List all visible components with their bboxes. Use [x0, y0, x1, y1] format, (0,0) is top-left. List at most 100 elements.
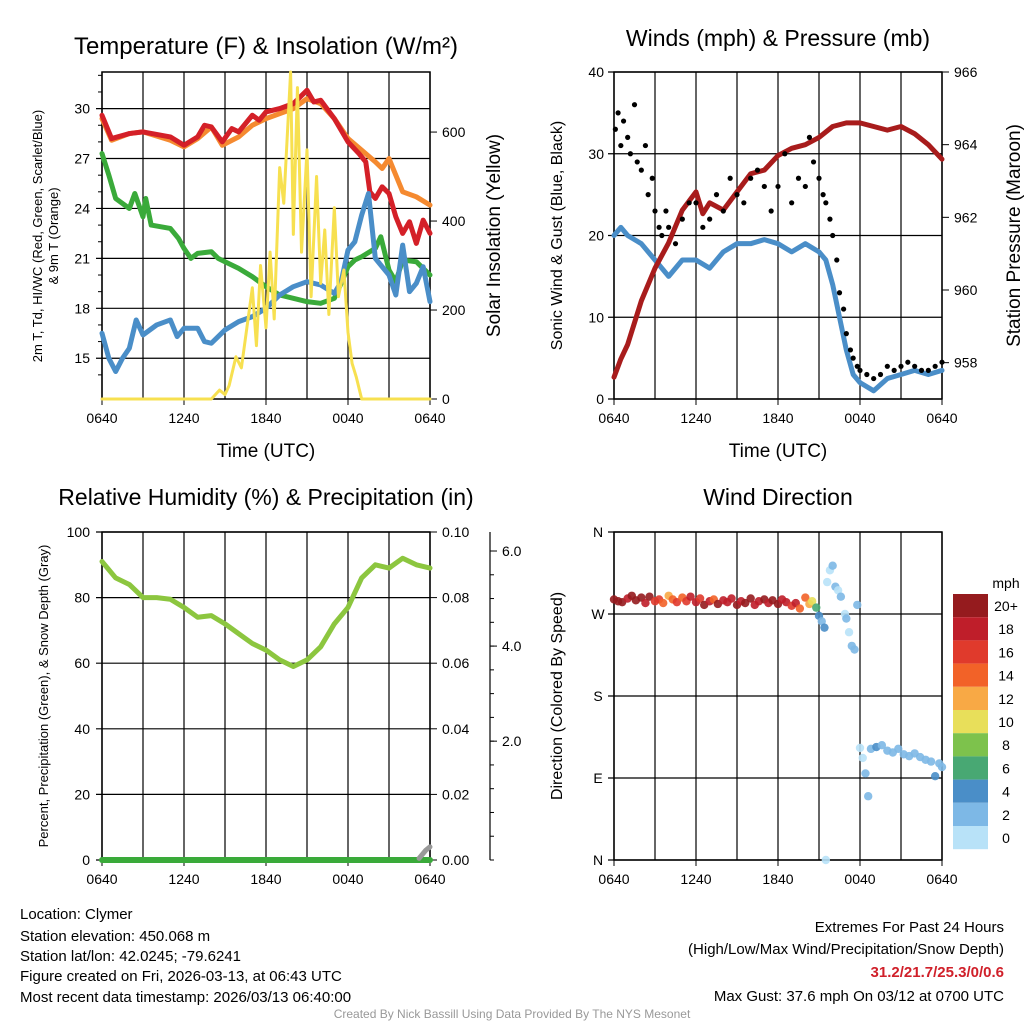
colorbar-swatch: [953, 802, 988, 826]
x-tick-label: 0640: [926, 410, 957, 426]
colorbar-label: 2: [1002, 807, 1010, 823]
gust-point: [615, 110, 621, 116]
y-tick-label: 60: [74, 655, 90, 671]
series-relative-humidity: [99, 555, 433, 669]
gust-point: [932, 363, 938, 369]
wind-direction-point: [833, 586, 843, 595]
chart-title: Winds (mph) & Pressure (mb): [626, 25, 930, 51]
series-sonic-wind: [611, 224, 945, 394]
y-tick-label: 30: [74, 101, 90, 117]
y2-tick-label: 960: [954, 282, 978, 298]
colorbar-swatch: [953, 640, 988, 664]
gust-point: [768, 208, 774, 214]
wind-direction-point: [820, 623, 829, 632]
gust-point: [720, 208, 726, 214]
gust-point: [871, 375, 877, 382]
x-axis-label: Time (UTC): [217, 441, 316, 462]
gust-point: [656, 224, 662, 230]
y2-tick-label: 0: [442, 391, 450, 407]
y-tick-label: N: [593, 852, 603, 868]
wind-direction-point: [795, 604, 805, 613]
wind-direction-point: [926, 757, 936, 766]
credit-label: Created By Nick Bassill Using Data Provi…: [333, 1007, 691, 1021]
x-axis-label: Time (UTC): [729, 441, 828, 462]
gust-point: [834, 257, 840, 263]
chart-title: Relative Humidity (%) & Precipitation (i…: [58, 484, 473, 510]
colorbar-swatch: [953, 756, 988, 780]
colorbar-label: 20+: [994, 598, 1018, 614]
gust-point: [707, 216, 713, 222]
wind-direction-point: [853, 600, 862, 610]
x-tick-label: 0040: [332, 871, 363, 887]
gust-point: [775, 183, 781, 190]
gust-point: [754, 167, 761, 173]
gust-point: [652, 208, 658, 214]
x-tick-label: 1840: [250, 871, 281, 887]
wind-direction-point: [864, 792, 873, 801]
y2-tick-label: 200: [442, 302, 466, 318]
y2-tick-label: 0.04: [442, 721, 469, 737]
colorbar-swatch: [953, 826, 988, 850]
gust-point: [843, 331, 849, 337]
colorbar-swatch: [953, 710, 988, 734]
latlon-label: Station lat/lon: 42.0245; -79.6241: [20, 948, 242, 965]
x-tick-label: 0640: [86, 410, 117, 426]
gust-point: [925, 367, 931, 373]
colorbar-swatch: [953, 779, 988, 803]
series-9m-t: [99, 96, 433, 208]
y2-tick-label: 0.06: [442, 655, 469, 671]
y-axis-label: Percent, Precipitation (Green), & Snow D…: [36, 545, 51, 848]
gust-point: [850, 355, 856, 361]
wind-direction-point: [937, 762, 947, 772]
colorbar-label: 16: [998, 644, 1014, 660]
gust-point: [679, 216, 685, 222]
x-tick-label: 1240: [680, 871, 711, 887]
wind-direction-point: [844, 628, 854, 637]
gust-point: [912, 363, 918, 369]
y-axis-label: Direction (Colored By Speed): [549, 592, 566, 800]
x-tick-label: 0640: [598, 410, 629, 426]
x-tick-label: 0640: [926, 871, 957, 887]
gust-point: [789, 200, 795, 206]
gust-point: [795, 175, 802, 181]
x-tick-label: 0640: [414, 871, 445, 887]
x-tick-label: 0040: [844, 871, 875, 887]
y2-axis-label: Station Pressure (Maroon): [1004, 124, 1024, 347]
elevation-label: Station elevation: 450.068 m: [20, 928, 211, 945]
gust-point: [649, 175, 655, 181]
y-axis-label: 2m T, Td, HI/WC (Red, Green, Scarlet/Blu…: [30, 110, 45, 362]
wind-direction-point: [842, 614, 851, 623]
y2-tick-label: 962: [954, 209, 978, 225]
y-tick-label: 40: [74, 721, 90, 737]
y2-tick-label: 0.02: [442, 786, 469, 802]
gust-point: [642, 142, 649, 149]
wind-direction-point: [812, 603, 821, 612]
colorbar-swatch: [953, 617, 988, 641]
colorbar-label: 12: [998, 691, 1014, 707]
gust-point: [841, 306, 847, 312]
wind-direction-point: [930, 771, 940, 781]
gust-point: [884, 363, 890, 369]
gust-point: [741, 200, 747, 206]
max-gust-label: Max Gust: 37.6 mph On 03/12 at 0700 UTC: [713, 988, 1004, 1005]
gust-point: [618, 142, 624, 149]
y-axis-label-line2: & 9m T (Orange): [46, 187, 61, 284]
wind-direction-point: [850, 645, 859, 654]
gust-point: [686, 200, 692, 206]
series-solar-insolation: [100, 70, 432, 401]
gust-point: [638, 167, 644, 173]
x-tick-label: 0040: [332, 410, 363, 426]
chart-title: Temperature (F) & Insolation (W/m²): [74, 33, 458, 60]
gust-point: [634, 159, 640, 165]
wind-direction-point: [823, 577, 832, 587]
y2-tick-label: 964: [954, 137, 978, 153]
colorbar-swatch: [953, 663, 988, 687]
extremes-values: 31.2/21.7/25.3/0/0.6: [870, 964, 1004, 981]
wind-direction-point: [817, 617, 826, 626]
y3-tick-label: 4.0: [502, 638, 522, 654]
gust-point: [891, 367, 897, 373]
wind-direction-point: [641, 598, 650, 608]
gust-point: [864, 371, 870, 378]
y2-tick-label: 966: [954, 64, 978, 80]
